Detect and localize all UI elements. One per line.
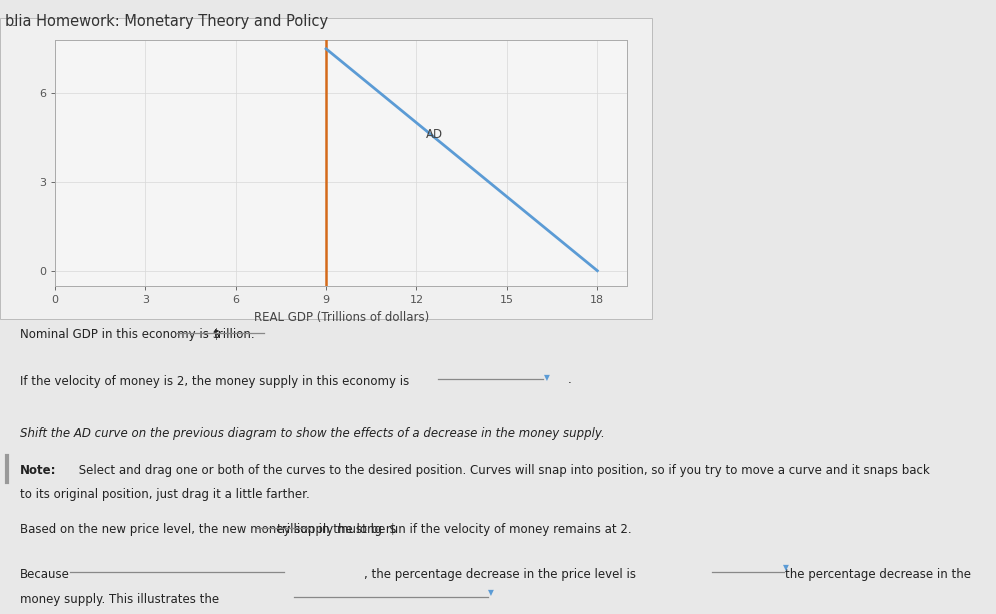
Text: trillion in the long run if the velocity of money remains at 2.: trillion in the long run if the velocity… bbox=[277, 523, 631, 536]
Text: –: – bbox=[12, 20, 18, 30]
Text: Nominal GDP in this economy is $: Nominal GDP in this economy is $ bbox=[20, 328, 220, 341]
Text: Select and drag one or both of the curves to the desired position. Curves will s: Select and drag one or both of the curve… bbox=[75, 464, 929, 476]
Text: the percentage decrease in the: the percentage decrease in the bbox=[785, 568, 971, 581]
Text: AD: AD bbox=[425, 128, 442, 141]
Text: , the percentage decrease in the price level is: , the percentage decrease in the price l… bbox=[364, 568, 635, 581]
Text: If the velocity of money is 2, the money supply in this economy is: If the velocity of money is 2, the money… bbox=[20, 375, 409, 387]
Text: to its original position, just drag it a little farther.: to its original position, just drag it a… bbox=[20, 488, 310, 501]
Text: Based on the new price level, the new money supply must be $: Based on the new price level, the new mo… bbox=[20, 523, 396, 536]
Text: ▼: ▼ bbox=[783, 564, 789, 572]
X-axis label: REAL GDP (Trillions of dollars): REAL GDP (Trillions of dollars) bbox=[254, 311, 428, 324]
Text: Because: Because bbox=[20, 568, 70, 581]
Text: ▼: ▼ bbox=[544, 373, 550, 382]
Text: money supply. This illustrates the: money supply. This illustrates the bbox=[20, 593, 219, 605]
Text: .: . bbox=[568, 373, 572, 386]
Text: Note:: Note: bbox=[20, 464, 57, 476]
Text: Shift the AD curve on the previous diagram to show the effects of a decrease in : Shift the AD curve on the previous diagr… bbox=[20, 427, 605, 440]
Text: trillion.: trillion. bbox=[214, 328, 256, 341]
Text: blia Homework: Monetary Theory and Policy: blia Homework: Monetary Theory and Polic… bbox=[5, 14, 328, 28]
Text: ▼: ▼ bbox=[488, 588, 494, 597]
